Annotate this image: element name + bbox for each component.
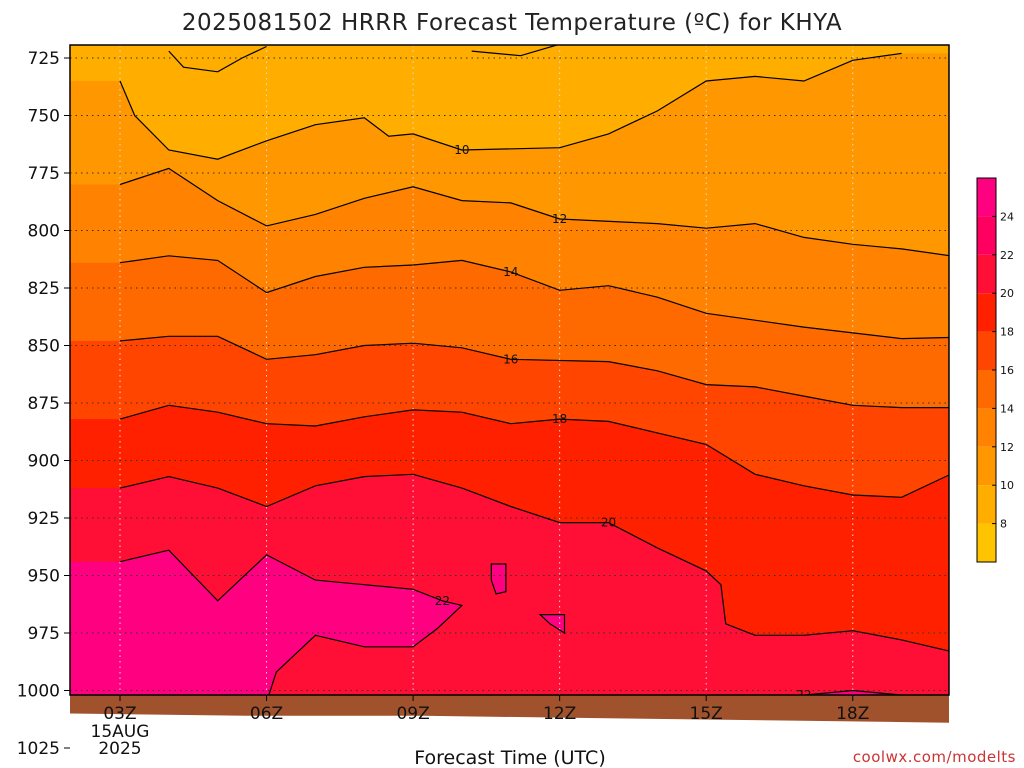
contour-10-line-0 — [119, 52, 902, 160]
colorbar-segment-3 — [977, 408, 996, 447]
y-axis: 725 750 775 800 825 850 875 900 925 950 975 1000 102… — [17, 49, 70, 759]
contour-lines: 10 12 14 16 18 20 22 22 — [119, 45, 949, 702]
colorbar-segment-8 — [977, 216, 996, 255]
x-tick-label-15Z: 15Z — [690, 704, 723, 724]
colorbar-segment-0 — [977, 523, 996, 562]
colorbar-segment-6 — [977, 293, 996, 332]
contour-label-10: 10 — [454, 143, 469, 157]
x-tick-sublabel-1: 2025 — [98, 739, 141, 759]
contour-label-16: 16 — [503, 352, 518, 366]
x-tick-label-09Z: 09Z — [396, 704, 429, 724]
y-tick-label-975: 975 — [28, 624, 60, 644]
x-tick-label-06Z: 06Z — [250, 704, 283, 724]
ground-area — [70, 695, 949, 723]
colorbar-segment-4 — [977, 370, 996, 409]
contour-22-line-8 — [119, 549, 464, 695]
colorbar-label-18: 18 — [1000, 326, 1014, 339]
contour-16-line-5 — [119, 335, 949, 409]
colorbar-segment-2 — [977, 446, 996, 486]
contour-22-line-10 — [490, 563, 507, 595]
y-tick-label-800: 800 — [28, 222, 60, 242]
contour-10-line-2 — [471, 45, 560, 57]
contour-label-20: 20 — [601, 516, 616, 530]
colorbar-label-12: 12 — [1000, 441, 1014, 454]
colorbar-segment-5 — [977, 331, 996, 370]
colorbar-label-16: 16 — [1000, 364, 1014, 377]
colorbar-label-22: 22 — [1000, 249, 1014, 262]
colorbar-segment-1 — [977, 485, 996, 524]
temperature-fill-layer — [70, 45, 949, 695]
band-22-left — [70, 550, 462, 695]
contour-14-line-4 — [119, 255, 949, 340]
y-tick-label-925: 925 — [28, 509, 60, 529]
y-tick-label-950: 950 — [28, 567, 60, 587]
colorbar-label-10: 10 — [1000, 479, 1014, 492]
y-tick-label-750: 750 — [28, 107, 60, 127]
contour-22-line-11 — [538, 614, 566, 635]
plot-frame — [69, 44, 950, 696]
contour-label-22: 22 — [796, 688, 811, 702]
contour-label-14: 14 — [503, 265, 518, 279]
y-tick-label-775: 775 — [28, 164, 60, 184]
colorbar-label-8: 8 — [1000, 518, 1007, 531]
colorbar-label-20: 20 — [1000, 287, 1014, 300]
colorbar-segment-7 — [977, 254, 996, 294]
contour-label-22: 22 — [435, 594, 450, 608]
contour-label-12: 12 — [552, 212, 567, 226]
y-tick-label-875: 875 — [28, 394, 60, 414]
y-tick-label-1000: 1000 — [17, 682, 60, 702]
x-tick-sublabel-0: 15AUG — [91, 722, 150, 742]
colorbar-label-14: 14 — [1000, 402, 1014, 415]
y-tick-label-825: 825 — [28, 279, 60, 299]
contour-10-line-1 — [168, 45, 267, 73]
colorbar-label-24: 24 — [1000, 210, 1014, 223]
y-tick-label-850: 850 — [28, 337, 60, 357]
contour-12-line-3 — [119, 167, 949, 257]
y-tick-label-725: 725 — [28, 49, 60, 69]
x-tick-label-12Z: 12Z — [543, 704, 576, 724]
x-tick-label-18Z: 18Z — [836, 704, 869, 724]
x-axis-title: Forecast Time (UTC) — [414, 747, 605, 768]
colorbar: 8 10 12 14 16 18 20 22 24 — [976, 177, 1014, 563]
band-22-cell-1 — [540, 614, 565, 633]
grid-lines — [70, 45, 949, 695]
contour-20-line-7 — [119, 473, 949, 652]
watermark-text: coolwx.com/modelts — [853, 748, 1016, 766]
contour-label-18: 18 — [552, 412, 567, 426]
band-cold-patch — [168, 45, 267, 72]
colorbar-segment-9 — [977, 178, 996, 217]
chart-title: 2025081502 HRRR Forecast Temperature (ºC… — [182, 10, 842, 36]
contour-18-line-6 — [119, 404, 949, 498]
band-22-cell-0 — [491, 564, 506, 594]
x-tick-label-03Z: 03Z — [103, 704, 136, 724]
y-tick-label-1025: 1025 — [17, 739, 60, 759]
y-tick-label-900: 900 — [28, 452, 60, 472]
ground-surface — [70, 695, 949, 723]
